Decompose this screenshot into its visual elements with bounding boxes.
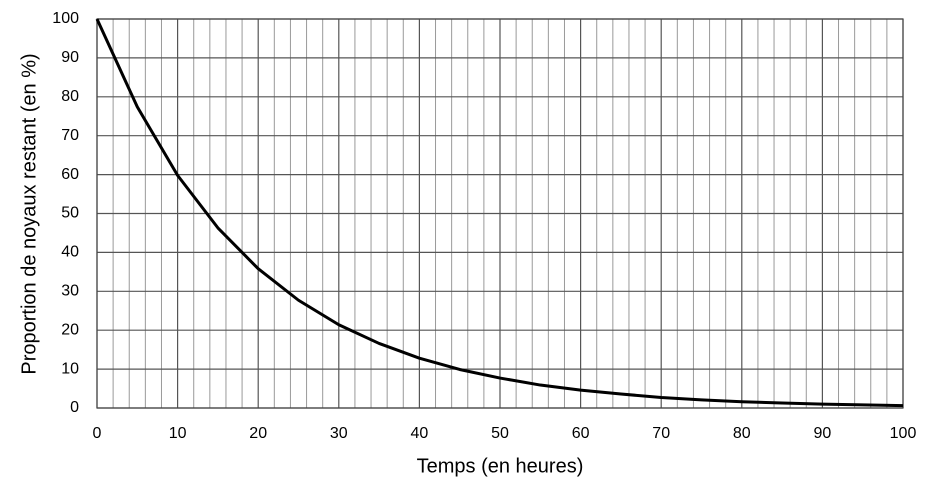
x-tick-label: 0: [93, 425, 102, 442]
data-line: [95, 18, 904, 408]
x-tick-label: 70: [652, 425, 670, 442]
y-tick-label: 40: [61, 244, 79, 261]
y-tick-label: 0: [70, 399, 79, 416]
y-tick-label: 70: [61, 127, 79, 144]
x-tick-label: 10: [169, 425, 187, 442]
x-tick-label: 50: [491, 425, 509, 442]
y-tick-label: 20: [61, 321, 79, 338]
x-tick-label: 20: [249, 425, 267, 442]
x-tick-label: 60: [572, 425, 590, 442]
x-tick-label: 80: [733, 425, 751, 442]
y-tick-label: 80: [61, 88, 79, 105]
y-tick-label: 10: [61, 360, 79, 377]
y-tick-label: 100: [52, 10, 79, 27]
x-tick-label: 100: [890, 425, 917, 442]
y-tick-label: 90: [61, 49, 79, 66]
plot-border: [96, 18, 904, 409]
x-tick-label: 30: [330, 425, 348, 442]
x-tick-label: 90: [814, 425, 832, 442]
x-axis-title: Temps (en heures): [417, 455, 584, 477]
y-tick-label: 50: [61, 205, 79, 222]
y-tick-label: 30: [61, 283, 79, 300]
x-tick-label: 40: [411, 425, 429, 442]
y-axis-title: Proportion de noyaux restant (en %): [18, 53, 40, 374]
y-tick-label: 60: [61, 166, 79, 183]
